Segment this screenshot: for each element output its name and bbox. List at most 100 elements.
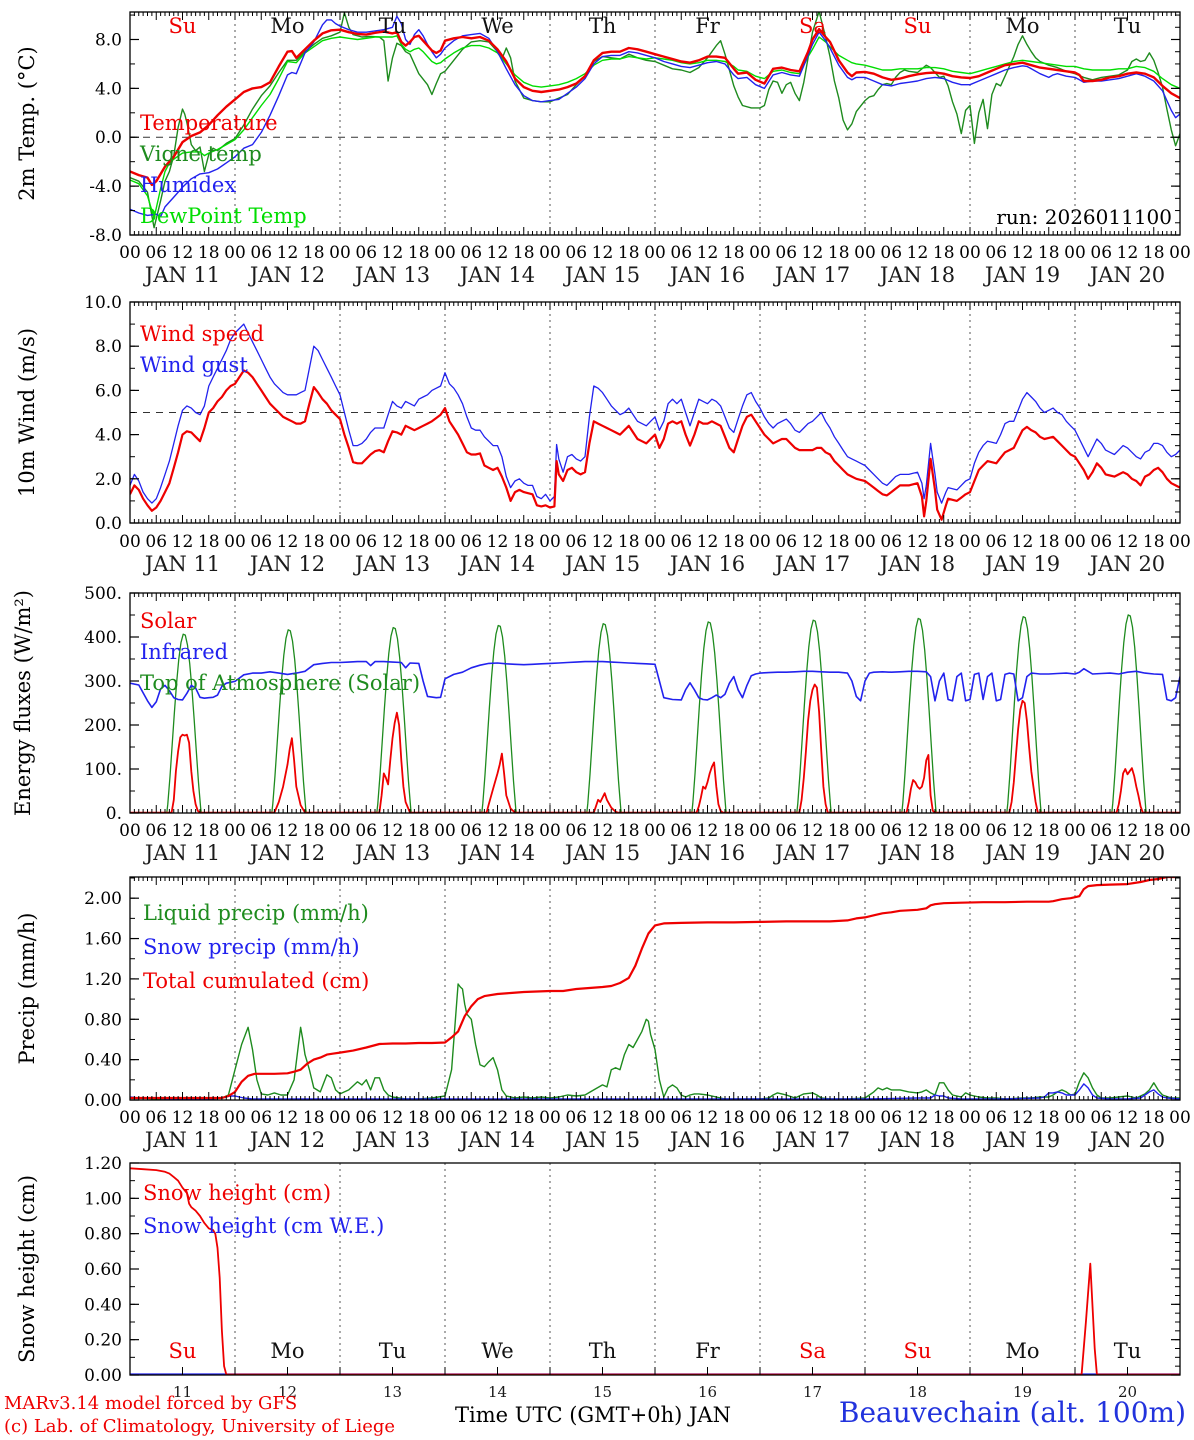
hour-label: 12 — [1117, 821, 1139, 841]
y-tick-label: 8.0 — [95, 30, 122, 50]
day-name-label: Tu — [1114, 14, 1142, 38]
hour-label: 00 — [1064, 1108, 1086, 1128]
hour-label: 12 — [1012, 243, 1034, 263]
date-label: JAN 19 — [983, 552, 1060, 576]
hour-label: 12 — [1117, 243, 1139, 263]
hour-label: 12 — [697, 821, 719, 841]
date-label: JAN 16 — [668, 552, 745, 576]
date-label: JAN 18 — [878, 263, 955, 287]
hour-label: 18 — [303, 1108, 325, 1128]
day-number-label: 20 — [1118, 1383, 1137, 1401]
panel-frame-temp — [129, 11, 1181, 236]
date-label: JAN 16 — [668, 1128, 745, 1152]
hour-label: 06 — [565, 1108, 587, 1128]
hour-label: 12 — [697, 1108, 719, 1128]
hour-label: 06 — [1090, 821, 1112, 841]
hour-label: 06 — [145, 1108, 167, 1128]
hour-label: 12 — [697, 532, 719, 552]
hour-label: 18 — [1143, 1108, 1165, 1128]
hour-label: 00 — [329, 532, 351, 552]
day-name-label: Mo — [270, 1339, 304, 1363]
hour-label: 06 — [985, 532, 1007, 552]
y-tick-label: 6.0 — [95, 381, 122, 401]
hour-label: 12 — [277, 821, 299, 841]
hour-label: 00 — [854, 243, 876, 263]
hour-label: 06 — [250, 1108, 272, 1128]
station-label: Beauvechain (alt. 100m) — [838, 1396, 1186, 1429]
day-number-label: 16 — [698, 1383, 717, 1401]
day-number-label: 14 — [488, 1383, 507, 1401]
legend-temp-3: DewPoint Temp — [140, 204, 307, 228]
hour-label: 06 — [670, 532, 692, 552]
y-axis-title-temp: 2m Temp. (°C) — [15, 46, 39, 200]
hour-label: 12 — [172, 1108, 194, 1128]
hour-label: 06 — [985, 243, 1007, 263]
date-label: JAN 17 — [773, 1128, 850, 1152]
hour-label: 12 — [277, 1108, 299, 1128]
hour-label: 00 — [119, 1108, 141, 1128]
day-name-label: Mo — [1005, 14, 1039, 38]
hour-label: 06 — [460, 821, 482, 841]
hour-label: 06 — [775, 243, 797, 263]
hour-label: 18 — [828, 1108, 850, 1128]
hour-label: 06 — [145, 532, 167, 552]
hour-label: 12 — [277, 532, 299, 552]
y-tick-label: 8.0 — [95, 337, 122, 357]
day-name-label: Tu — [1114, 1339, 1142, 1363]
hour-label: 12 — [592, 1108, 614, 1128]
date-label: JAN 12 — [248, 552, 325, 576]
hour-label: 18 — [828, 243, 850, 263]
hour-label: 12 — [487, 243, 509, 263]
hour-label: 18 — [933, 243, 955, 263]
hour-label: 06 — [1090, 532, 1112, 552]
legend-wind-1: Wind gust — [140, 353, 248, 377]
hour-label: 00 — [329, 821, 351, 841]
date-label: JAN 16 — [668, 841, 745, 865]
hour-label: 12 — [802, 532, 824, 552]
date-label: JAN 15 — [563, 263, 640, 287]
hour-label: 06 — [670, 1108, 692, 1128]
hour-label: 18 — [723, 821, 745, 841]
y-axis-title-snow: Snow height (cm) — [15, 1175, 39, 1363]
hour-label: 06 — [880, 243, 902, 263]
hour-label: 18 — [198, 243, 220, 263]
hour-label: 00 — [434, 243, 456, 263]
y-tick-label: 4.0 — [95, 79, 122, 99]
date-label: JAN 17 — [773, 841, 850, 865]
y-tick-label: 0.20 — [84, 1331, 122, 1351]
hour-label: 18 — [198, 532, 220, 552]
hour-label: 00 — [959, 532, 981, 552]
hour-label: 00 — [1169, 1108, 1191, 1128]
hour-label: 12 — [907, 243, 929, 263]
hour-label: 06 — [985, 821, 1007, 841]
day-name-label: We — [481, 1339, 513, 1363]
hour-label: 06 — [565, 532, 587, 552]
y-tick-label: 0. — [106, 804, 122, 824]
legend-precip-1: Snow precip (mm/h) — [143, 935, 360, 959]
date-label: JAN 11 — [143, 1128, 220, 1152]
day-name-label: Fr — [695, 1339, 721, 1363]
y-tick-label: 100. — [84, 760, 122, 780]
hour-label: 06 — [880, 532, 902, 552]
hour-label: 00 — [1169, 243, 1191, 263]
hour-label: 18 — [1038, 821, 1060, 841]
hour-label: 18 — [618, 1108, 640, 1128]
hour-label: 06 — [1090, 1108, 1112, 1128]
y-tick-label: 0.0 — [95, 514, 122, 534]
hour-label: 06 — [775, 821, 797, 841]
hour-label: 00 — [224, 821, 246, 841]
day-name-label: Th — [589, 14, 617, 38]
hour-label: 00 — [224, 243, 246, 263]
legend-temp-2: Humidex — [140, 173, 236, 197]
hour-label: 00 — [224, 1108, 246, 1128]
hour-label: 12 — [802, 1108, 824, 1128]
hour-label: 18 — [723, 532, 745, 552]
day-number-label: 19 — [1013, 1383, 1032, 1401]
date-label: JAN 18 — [878, 841, 955, 865]
hour-label: 00 — [749, 821, 771, 841]
date-label: JAN 13 — [353, 263, 430, 287]
hour-label: 12 — [382, 532, 404, 552]
hour-label: 12 — [907, 821, 929, 841]
date-label: JAN 13 — [353, 552, 430, 576]
hour-label: 00 — [959, 821, 981, 841]
